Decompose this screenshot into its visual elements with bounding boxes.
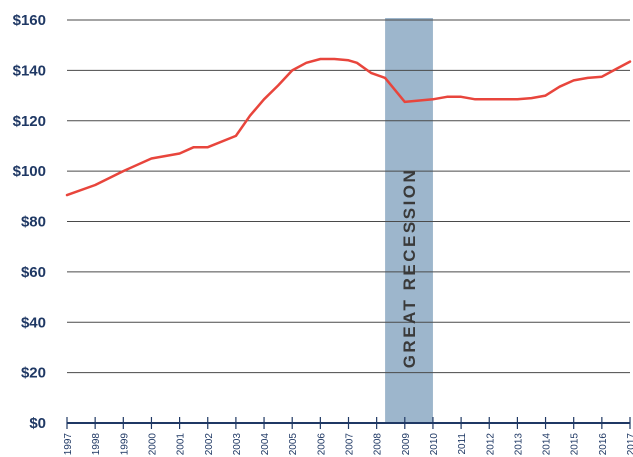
series-line (65, 57, 632, 197)
recession-band (385, 18, 433, 423)
x-tick-label: 1999 (119, 433, 130, 456)
y-tick-label: $120 (13, 113, 46, 130)
y-tick-labels: $0 $20 $40 $60 $80 $100 $120 $140 $160 (13, 12, 46, 432)
x-axis (66, 417, 631, 429)
x-tick-label: 2008 (373, 433, 384, 456)
x-tick-label: 1997 (63, 433, 74, 456)
recession-band-layer (385, 18, 433, 423)
x-tick-label: 2017 (626, 433, 633, 456)
x-tick-label: 2011 (457, 433, 468, 455)
y-tick-label: $140 (13, 62, 46, 79)
x-tick-label: 2004 (260, 433, 271, 456)
band-label-layer: GREAT RECESSION (400, 168, 419, 369)
x-tick-label: 1998 (91, 433, 102, 456)
x-tick-label: 2016 (598, 433, 609, 456)
x-tick-label: 2014 (542, 433, 553, 456)
grid-layer (67, 19, 630, 374)
y-tick-label: $100 (13, 163, 46, 180)
x-tick-label: 2013 (513, 433, 524, 456)
x-tick-label: 2015 (570, 433, 581, 456)
x-tick-label: 2012 (485, 433, 496, 456)
series-layer (65, 57, 632, 197)
x-tick-label: 2002 (204, 433, 215, 456)
x-tick-label: 2009 (401, 433, 412, 456)
y-tick-label: $60 (21, 264, 46, 281)
x-tick-label: 2000 (147, 433, 158, 456)
x-tick-label: 2006 (316, 433, 327, 456)
x-tick-label: 2005 (288, 433, 299, 456)
y-tick-label: $80 (21, 214, 46, 231)
x-tick-label: 2001 (176, 433, 187, 456)
x-tick-label: 2003 (232, 433, 243, 456)
y-tick-label: $20 (21, 365, 46, 382)
x-tick-label: 2010 (429, 433, 440, 456)
x-tick-label: 2007 (345, 433, 356, 456)
x-tick-labels: 1997 1998 1999 2000 2001 2002 2003 2004 2005 2006… (63, 433, 633, 456)
y-tick-label: $160 (13, 12, 46, 29)
y-tick-label: $0 (29, 415, 46, 432)
recession-band-label: GREAT RECESSION (400, 168, 419, 369)
y-tick-label: $40 (21, 314, 46, 331)
